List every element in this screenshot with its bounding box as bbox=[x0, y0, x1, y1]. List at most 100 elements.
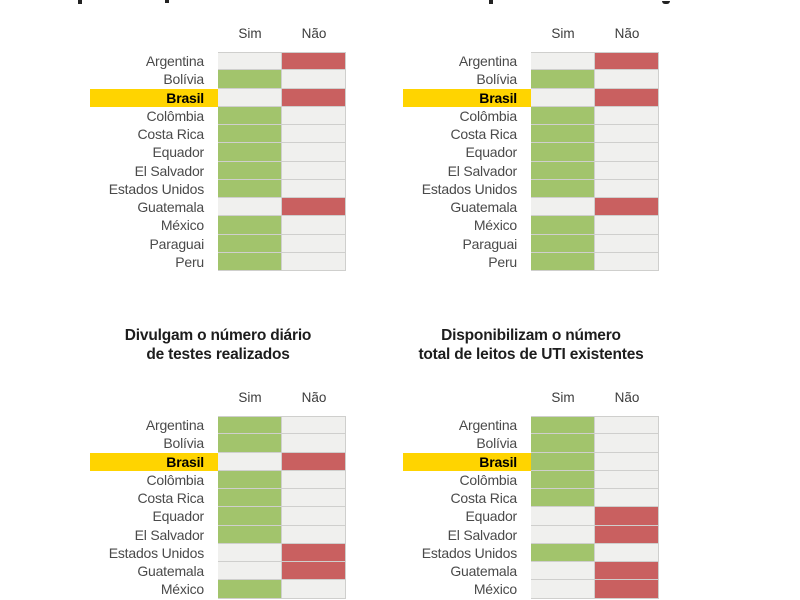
country-label: México bbox=[473, 581, 517, 598]
heatmap-grid: Argentina Bolívia Brasil Colômbia Costa Rica… bbox=[90, 52, 346, 271]
cell-sim bbox=[531, 489, 595, 508]
cell-nao bbox=[595, 470, 659, 489]
cell-sim bbox=[531, 198, 595, 217]
table-row: Argentina bbox=[90, 52, 346, 71]
country-label: Colômbia bbox=[146, 471, 204, 488]
cell-nao bbox=[282, 179, 346, 198]
cell-sim bbox=[531, 143, 595, 162]
country-label: México bbox=[160, 581, 204, 598]
table-row: México bbox=[403, 216, 659, 235]
cell-sim bbox=[531, 434, 595, 453]
country-label: Bolívia bbox=[163, 435, 204, 452]
table-row: México bbox=[90, 580, 346, 599]
cell-sim bbox=[531, 106, 595, 125]
country-label-highlighted: Brasil bbox=[403, 452, 531, 471]
country-label: Paraguai bbox=[462, 235, 518, 252]
table-row: Brasil bbox=[90, 452, 346, 471]
table-row: Paraguai bbox=[90, 234, 346, 253]
column-header-nao: Não bbox=[614, 26, 640, 41]
cell-nao bbox=[282, 580, 346, 599]
panel-title-line2: de testes realizados bbox=[146, 345, 290, 363]
cell-sim bbox=[218, 489, 282, 508]
cell-nao bbox=[282, 507, 346, 526]
country-label: Peru bbox=[488, 253, 517, 270]
table-row: Costa Rica bbox=[90, 489, 346, 508]
cell-nao bbox=[282, 525, 346, 544]
cell-sim bbox=[218, 216, 282, 235]
clipped-title-fragment bbox=[165, 0, 169, 3]
cell-nao bbox=[595, 179, 659, 198]
country-label: Guatemala bbox=[137, 199, 204, 215]
cell-sim bbox=[531, 543, 595, 562]
table-row: Bolívia bbox=[403, 434, 659, 453]
cell-nao bbox=[282, 143, 346, 162]
cell-nao bbox=[595, 88, 659, 107]
table-row: Bolívia bbox=[403, 70, 659, 89]
table-row: Estados Unidos bbox=[403, 179, 659, 198]
cell-sim bbox=[218, 143, 282, 162]
cell-nao bbox=[282, 198, 346, 217]
country-label: Estados Unidos bbox=[421, 180, 517, 197]
country-label: Equador bbox=[465, 144, 517, 161]
cell-nao bbox=[595, 489, 659, 508]
country-label: Estados Unidos bbox=[108, 180, 204, 197]
cell-nao bbox=[595, 434, 659, 453]
panel-top-left: Sim Não Argentina Bolívia Brasil Colômbia Co… bbox=[90, 25, 346, 271]
cell-sim bbox=[531, 88, 595, 107]
cell-sim bbox=[218, 543, 282, 562]
cell-sim bbox=[531, 179, 595, 198]
table-row: Costa Rica bbox=[403, 489, 659, 508]
cell-nao bbox=[282, 88, 346, 107]
cell-nao bbox=[595, 452, 659, 471]
cell-sim bbox=[531, 470, 595, 489]
table-row: El Salvador bbox=[403, 161, 659, 180]
table-row: Estados Unidos bbox=[403, 543, 659, 562]
cell-nao bbox=[595, 198, 659, 217]
cell-sim bbox=[531, 70, 595, 89]
cell-nao bbox=[282, 434, 346, 453]
country-label: Costa Rica bbox=[450, 490, 518, 506]
cell-nao bbox=[282, 452, 346, 471]
cell-sim bbox=[218, 525, 282, 544]
table-row: Colômbia bbox=[403, 470, 659, 489]
country-label: México bbox=[160, 217, 204, 234]
cell-sim bbox=[531, 416, 595, 435]
cell-nao bbox=[595, 161, 659, 180]
column-headers: Sim Não bbox=[403, 389, 659, 407]
cell-nao bbox=[595, 580, 659, 599]
cell-nao bbox=[595, 252, 659, 271]
clipped-title-fragment bbox=[662, 1, 670, 4]
country-label: Guatemala bbox=[450, 199, 517, 215]
cell-sim bbox=[218, 161, 282, 180]
cell-sim bbox=[218, 198, 282, 217]
country-label: Bolívia bbox=[163, 71, 204, 88]
column-header-sim: Sim bbox=[551, 390, 575, 405]
cell-nao bbox=[282, 562, 346, 581]
country-label: Argentina bbox=[458, 53, 517, 69]
panel-title: Divulgam o número diário de testes reali… bbox=[90, 327, 346, 364]
table-row: Brasil bbox=[90, 88, 346, 107]
country-label: Bolívia bbox=[476, 71, 517, 88]
cell-sim bbox=[218, 416, 282, 435]
cell-sim bbox=[218, 580, 282, 599]
table-row: Guatemala bbox=[90, 562, 346, 581]
cell-nao bbox=[282, 70, 346, 89]
cell-sim bbox=[531, 252, 595, 271]
table-row: Equador bbox=[403, 143, 659, 162]
country-label: El Salvador bbox=[447, 162, 518, 179]
cell-nao bbox=[282, 470, 346, 489]
cell-sim bbox=[531, 234, 595, 253]
cell-nao bbox=[282, 216, 346, 235]
cell-sim bbox=[218, 234, 282, 253]
country-label: México bbox=[473, 217, 517, 234]
heatmap-grid: Argentina Bolívia Brasil Colômbia Costa Rica… bbox=[403, 52, 659, 271]
panel-bottom-left: Divulgam o número diário de testes reali… bbox=[90, 327, 346, 599]
table-row: México bbox=[403, 580, 659, 599]
cell-nao bbox=[595, 543, 659, 562]
column-headers: Sim Não bbox=[90, 389, 346, 407]
cell-nao bbox=[282, 125, 346, 144]
country-label-highlighted: Brasil bbox=[90, 88, 218, 107]
table-row: Estados Unidos bbox=[90, 543, 346, 562]
cell-nao bbox=[595, 70, 659, 89]
country-label: El Salvador bbox=[134, 526, 205, 543]
